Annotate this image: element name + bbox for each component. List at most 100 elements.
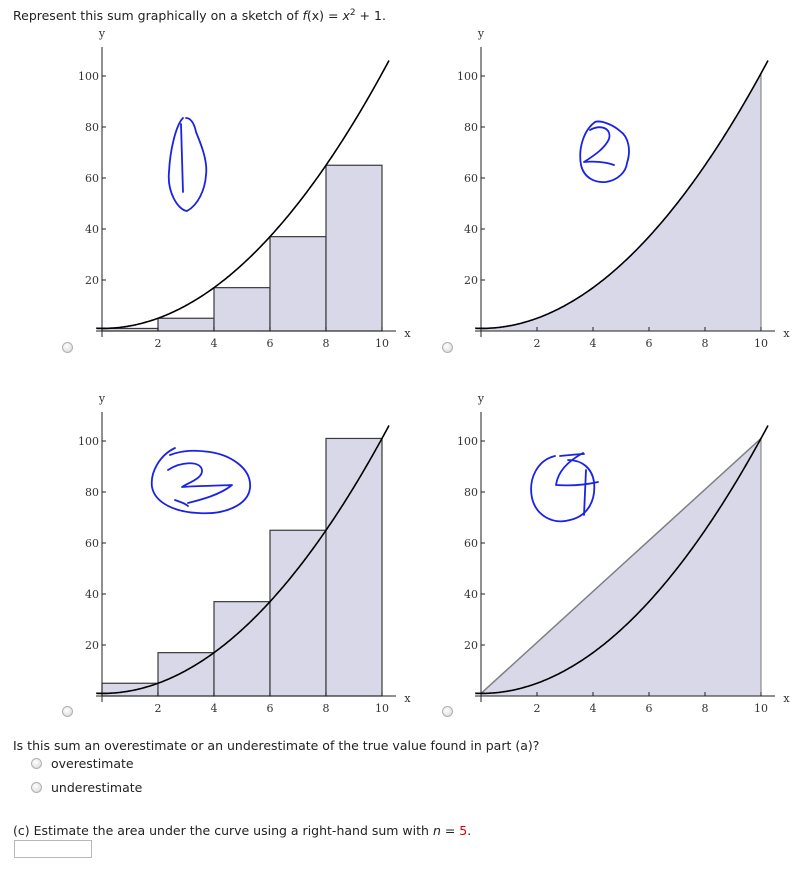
y-axis-label: y [477, 27, 485, 40]
handwritten-annotation [150, 447, 251, 515]
riemann-rectangle [325, 437, 383, 697]
y-tick-label: 60 [464, 172, 478, 185]
handwritten-annotation [530, 455, 596, 523]
x-axis-label: x [404, 692, 411, 705]
x-tick-label: 10 [375, 702, 389, 715]
x-axis-label: x [783, 692, 790, 705]
underestimate-label: underestimate [51, 780, 143, 795]
x-tick-label: 10 [375, 337, 389, 350]
riemann-rectangle [213, 287, 271, 332]
x-tick-label: 6 [646, 337, 653, 350]
riemann-rectangle [157, 652, 215, 697]
function-curve [475, 60, 769, 330]
y-tick-label: 100 [457, 435, 478, 448]
y-tick-label: 40 [85, 588, 99, 601]
estimate-question: Is this sum an overestimate or an undere… [13, 738, 540, 753]
riemann-rectangle [157, 317, 215, 332]
x-tick-label: 8 [323, 702, 330, 715]
x-tick-label: 6 [646, 702, 653, 715]
x-tick-label: 8 [702, 702, 709, 715]
chart-option-3: 2 4 6 8 10 20 40 60 80 100 x y [78, 392, 411, 715]
overestimate-radio[interactable] [31, 758, 42, 769]
x-tick-label: 8 [702, 337, 709, 350]
y-axis-label: y [98, 27, 106, 40]
x-tick-label: 8 [323, 337, 330, 350]
chart-option-3-radio[interactable] [62, 706, 73, 717]
y-tick-label: 80 [464, 121, 478, 134]
y-tick-label: 80 [85, 486, 99, 499]
x-tick-label: 2 [534, 702, 541, 715]
riemann-rectangle [269, 236, 327, 332]
y-tick-label: 20 [464, 639, 478, 652]
riemann-rectangle [101, 682, 159, 697]
x-tick-label: 6 [267, 702, 274, 715]
prompt-lead: Represent this sum graphically on a sket… [13, 8, 303, 24]
y-tick-label: 80 [464, 486, 478, 499]
chart-option-4-radio[interactable] [442, 706, 453, 717]
x-tick-label: 2 [155, 337, 162, 350]
option-overestimate[interactable]: overestimate [31, 756, 134, 771]
part-c-tail: . [467, 823, 472, 838]
handwritten-annotation [579, 120, 630, 183]
trapezoid-area [481, 438, 761, 696]
overestimate-label: overestimate [51, 756, 134, 771]
x-tick-label: 4 [211, 337, 218, 350]
y-tick-label: 40 [85, 223, 99, 236]
prompt-text: Represent this sum graphically on a sket… [13, 8, 386, 23]
y-tick-label: 60 [85, 172, 99, 185]
riemann-rectangle [269, 529, 327, 697]
y-tick-label: 100 [457, 70, 478, 83]
chart-option-2-radio[interactable] [442, 342, 453, 353]
option-underestimate[interactable]: underestimate [31, 780, 142, 795]
y-tick-label: 20 [85, 274, 99, 287]
handwritten-annotation [167, 462, 233, 507]
x-axis-label: x [404, 327, 411, 340]
function-curve [96, 425, 390, 695]
part-c-n: n [432, 823, 441, 838]
y-tick-label: 60 [85, 537, 99, 550]
function-curve [475, 425, 769, 695]
prompt-tail: + 1. [355, 8, 386, 24]
prompt-x: x [342, 8, 350, 24]
chart-option-1-radio[interactable] [62, 342, 73, 353]
y-tick-label: 20 [464, 274, 478, 287]
underestimate-radio[interactable] [31, 782, 42, 793]
secant-line [480, 437, 762, 695]
handwritten-annotation [583, 126, 615, 166]
area-answer-input[interactable] [14, 840, 92, 858]
handwritten-annotation [559, 453, 585, 457]
y-tick-label: 60 [464, 537, 478, 550]
x-axis-label: x [783, 327, 790, 340]
prompt-exponent: 2 [349, 8, 356, 18]
chart-option-2: 2 4 6 8 10 20 40 60 80 100 x y [457, 27, 790, 350]
x-tick-label: 2 [155, 702, 162, 715]
y-tick-label: 40 [464, 223, 478, 236]
x-tick-label: 2 [534, 337, 541, 350]
riemann-rectangle [213, 601, 271, 697]
y-tick-label: 40 [464, 588, 478, 601]
y-tick-label: 100 [78, 70, 99, 83]
handwritten-annotation [167, 117, 208, 212]
x-tick-label: 6 [267, 337, 274, 350]
prompt-fx: f [302, 8, 307, 24]
riemann-rectangle [325, 164, 383, 332]
y-axis-label: y [477, 392, 485, 405]
chart-option-4: 2 4 6 8 10 20 40 60 80 100 x y [457, 392, 790, 715]
chart-option-1: 2 4 6 8 10 20 40 60 80 100 x y [78, 27, 411, 350]
function-curve [96, 60, 390, 330]
y-tick-label: 100 [78, 435, 99, 448]
part-c-prompt: (c) Estimate the area under the curve us… [13, 823, 471, 838]
y-tick-label: 20 [85, 639, 99, 652]
x-tick-label: 4 [211, 702, 218, 715]
handwritten-annotation [555, 452, 599, 516]
prompt-equals: = [324, 8, 343, 24]
x-tick-label: 10 [754, 337, 768, 350]
x-tick-label: 4 [590, 337, 597, 350]
area-under-curve [481, 73, 761, 331]
part-c-equals: = [440, 823, 460, 838]
part-c-lead: (c) Estimate the area under the curve us… [13, 823, 433, 838]
x-tick-label: 4 [590, 702, 597, 715]
x-tick-label: 10 [754, 702, 768, 715]
prompt-fx-arg: (x) [306, 8, 325, 24]
riemann-rectangle [101, 327, 159, 332]
